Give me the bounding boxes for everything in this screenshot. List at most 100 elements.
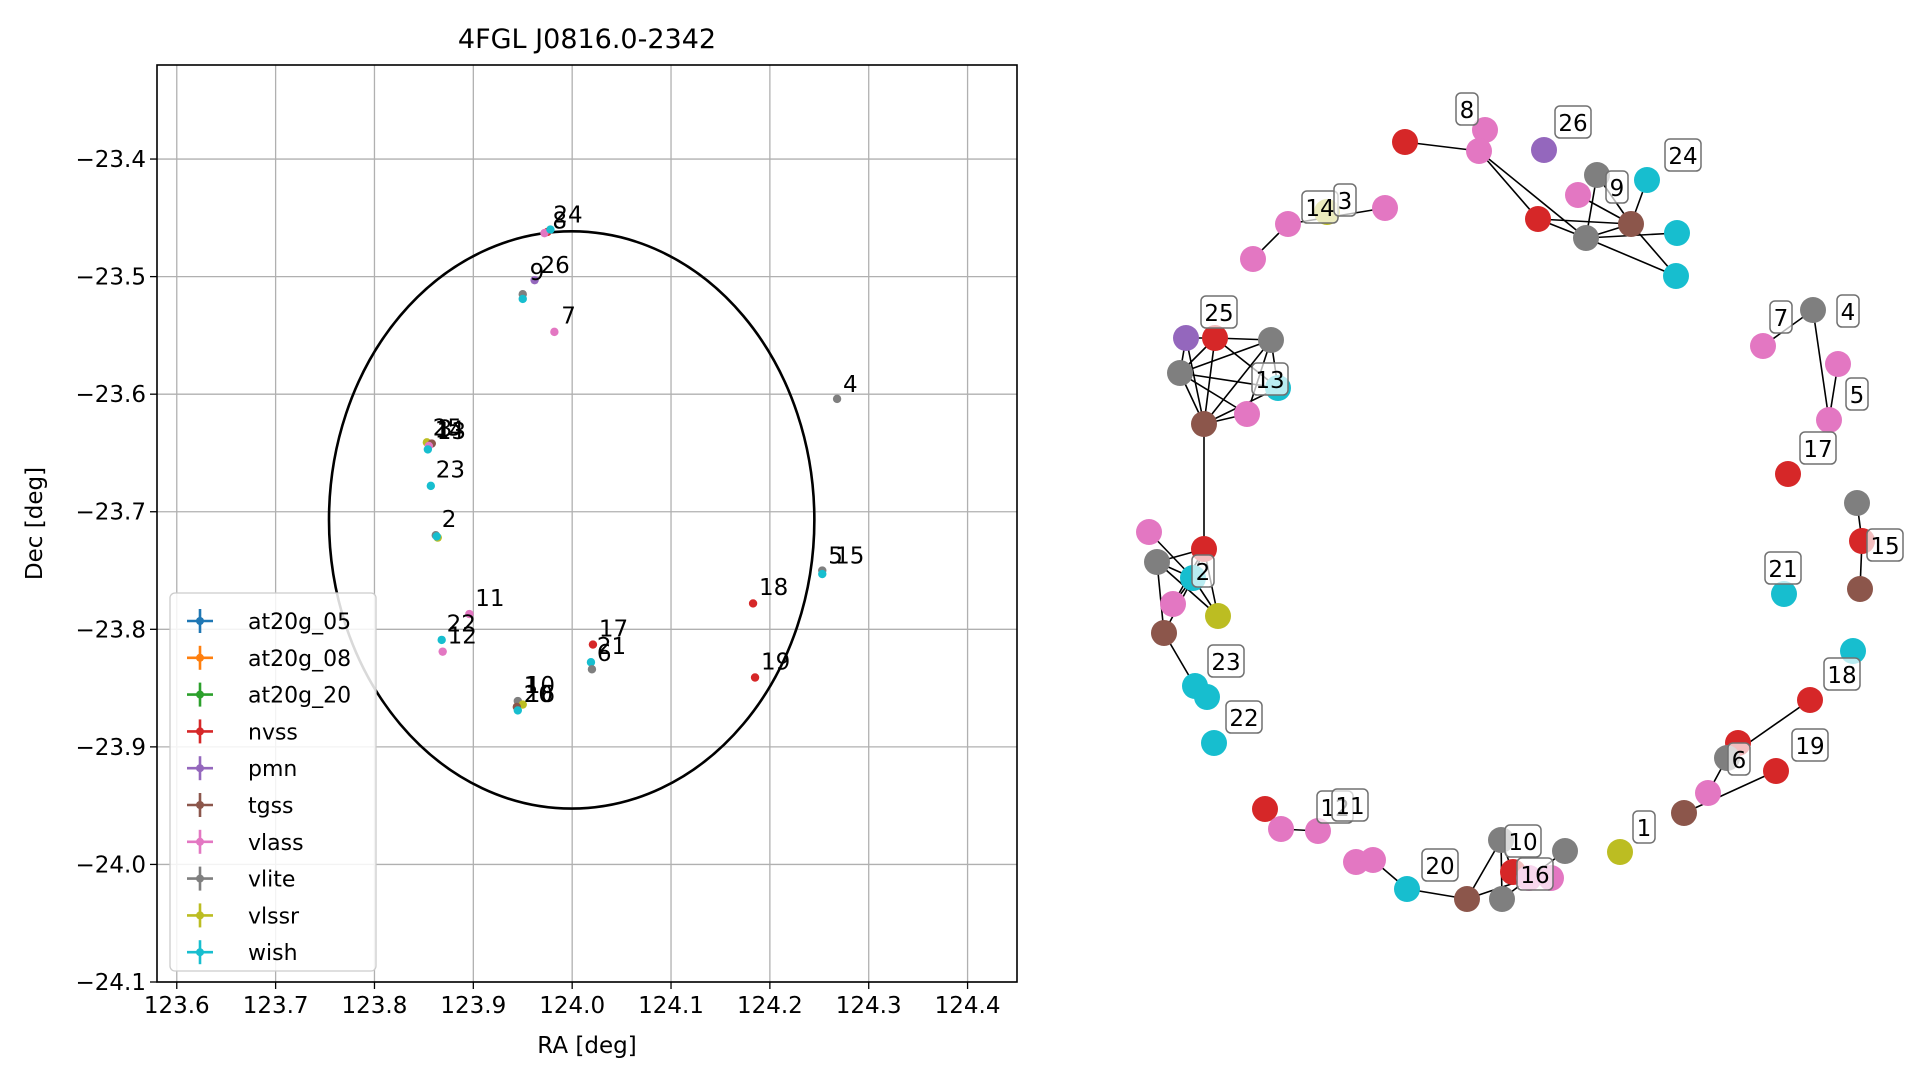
node-label-box bbox=[1207, 644, 1245, 678]
node-label-text: 9 bbox=[1610, 176, 1625, 202]
source-label: 11 bbox=[475, 586, 504, 612]
axes-frame bbox=[156, 64, 1018, 983]
node-label-text: 19 bbox=[1795, 734, 1824, 760]
source-label: 8 bbox=[552, 208, 567, 234]
node-label-text: 10 bbox=[1508, 830, 1537, 856]
node-label-box bbox=[1191, 554, 1215, 588]
source-label: 13 bbox=[437, 419, 466, 445]
network-node-tgss bbox=[1847, 576, 1873, 602]
network-nodes bbox=[1136, 117, 1875, 912]
node-label-text: 24 bbox=[1668, 144, 1697, 170]
node-label-text: 15 bbox=[1870, 534, 1899, 560]
source-label: 7 bbox=[561, 304, 576, 330]
network-edge bbox=[1179, 339, 1272, 374]
node-label-box bbox=[1866, 528, 1904, 562]
source-label: 18 bbox=[759, 575, 788, 601]
source-point-wish bbox=[432, 532, 441, 541]
node-label-text: 13 bbox=[1255, 368, 1284, 394]
node-label-box bbox=[1455, 92, 1479, 126]
y-tick-label: −24.0 bbox=[76, 852, 146, 878]
node-label-box bbox=[1333, 183, 1357, 217]
source-points bbox=[422, 225, 842, 715]
network-edge bbox=[1585, 237, 1677, 277]
source-point-wish bbox=[586, 658, 596, 667]
network-edge bbox=[1179, 372, 1248, 415]
node-label-text: 2 bbox=[1196, 560, 1211, 586]
network-node-vlite bbox=[1144, 549, 1170, 575]
node-label-box bbox=[1200, 295, 1238, 329]
node-label-text: 22 bbox=[1229, 706, 1258, 732]
source-label: 5 bbox=[828, 543, 843, 569]
network-node-vlite bbox=[1167, 360, 1193, 386]
network-node-vlass bbox=[1695, 780, 1721, 806]
legend-marker-dot bbox=[196, 617, 204, 625]
source-label: 12 bbox=[448, 623, 477, 649]
node-label-box bbox=[1764, 551, 1802, 585]
y-axis-ticks: −23.4 −23.5 −23.6 −23.7 −23.8 −23.9 −24.0 −24.1 bbox=[76, 147, 157, 996]
y-tick-label: −24.1 bbox=[76, 970, 146, 996]
node-label-text: 5 bbox=[1850, 383, 1865, 409]
network-node-pmn bbox=[1173, 325, 1199, 351]
source-point-nvss bbox=[750, 673, 760, 682]
network-edge bbox=[1537, 218, 1632, 225]
node-label-box bbox=[1554, 105, 1592, 139]
network-node-tgss bbox=[1671, 800, 1697, 826]
x-axis-label: RA [deg] bbox=[537, 1033, 636, 1059]
legend-entry-vlssr: vlssr bbox=[248, 904, 300, 929]
legend-marker-dot bbox=[196, 837, 204, 846]
x-tick-label: 124.1 bbox=[638, 993, 704, 1019]
node-label-box bbox=[1331, 788, 1369, 822]
node-label-box bbox=[1605, 170, 1629, 204]
legend-entry-tgss: tgss bbox=[248, 794, 294, 819]
x-tick-label: 123.6 bbox=[144, 993, 210, 1019]
node-label-text: 17 bbox=[1803, 437, 1832, 463]
source-label: 4 bbox=[843, 372, 858, 398]
source-point-vlass bbox=[438, 647, 447, 656]
network-node-pmn bbox=[1531, 137, 1557, 163]
legend-entry-vlite: vlite bbox=[248, 868, 295, 893]
chart-title: 4FGL J0816.0-2342 bbox=[458, 24, 716, 55]
node-label-box bbox=[1791, 728, 1829, 762]
network-node-tgss bbox=[1191, 411, 1217, 437]
node-label-text: 3 bbox=[1338, 189, 1353, 215]
x-tick-label: 124.2 bbox=[737, 993, 803, 1019]
source-label: 15 bbox=[835, 543, 864, 569]
node-label-box bbox=[1225, 700, 1263, 734]
source-point-wish bbox=[818, 569, 827, 579]
node-label-box bbox=[1799, 431, 1837, 465]
network-node-tgss bbox=[1618, 211, 1644, 237]
network-edge bbox=[1185, 337, 1205, 425]
network-edge bbox=[1683, 770, 1777, 814]
source-point-vlass bbox=[465, 609, 474, 619]
network-node-vlite bbox=[1800, 297, 1826, 323]
x-tick-label: 124.4 bbox=[935, 993, 1001, 1019]
network-node-vlass bbox=[1275, 211, 1301, 237]
source-label: 25 bbox=[433, 415, 462, 441]
network-node-vlite bbox=[1552, 838, 1578, 864]
y-tick-label: −23.6 bbox=[76, 382, 146, 408]
x-tick-label: 123.9 bbox=[440, 993, 506, 1019]
legend-marker-dot bbox=[196, 653, 204, 662]
legend-entry-nvss: nvss bbox=[248, 720, 298, 745]
source-point-vlass bbox=[550, 327, 559, 337]
source-point-vlite bbox=[832, 394, 842, 404]
node-label-box bbox=[1504, 824, 1542, 858]
crossmatch-network-panel: 8262491432513745171521223221819611211201… bbox=[1136, 92, 1904, 912]
node-label-box bbox=[1836, 294, 1860, 328]
source-label: 23 bbox=[436, 458, 465, 484]
x-axis-ticks: 123.6 123.7 123.8 123.9 124.0 124.1 124.2 124.3… bbox=[144, 982, 1001, 1019]
network-node-vlass bbox=[1816, 407, 1842, 433]
source-label: 2 bbox=[442, 507, 457, 533]
source-label: 17 bbox=[599, 616, 628, 642]
y-tick-label: −23.7 bbox=[76, 500, 146, 526]
network-node-vlass bbox=[1466, 138, 1492, 164]
x-tick-label: 124.3 bbox=[836, 993, 902, 1019]
source-label: 3 bbox=[438, 417, 453, 443]
y-tick-label: −23.5 bbox=[76, 265, 146, 291]
node-label-text: 21 bbox=[1768, 557, 1797, 583]
network-node-wish bbox=[1634, 167, 1660, 193]
node-label-box bbox=[1823, 657, 1861, 691]
network-node-vlass bbox=[1565, 182, 1591, 208]
source-point-wish bbox=[426, 481, 436, 491]
